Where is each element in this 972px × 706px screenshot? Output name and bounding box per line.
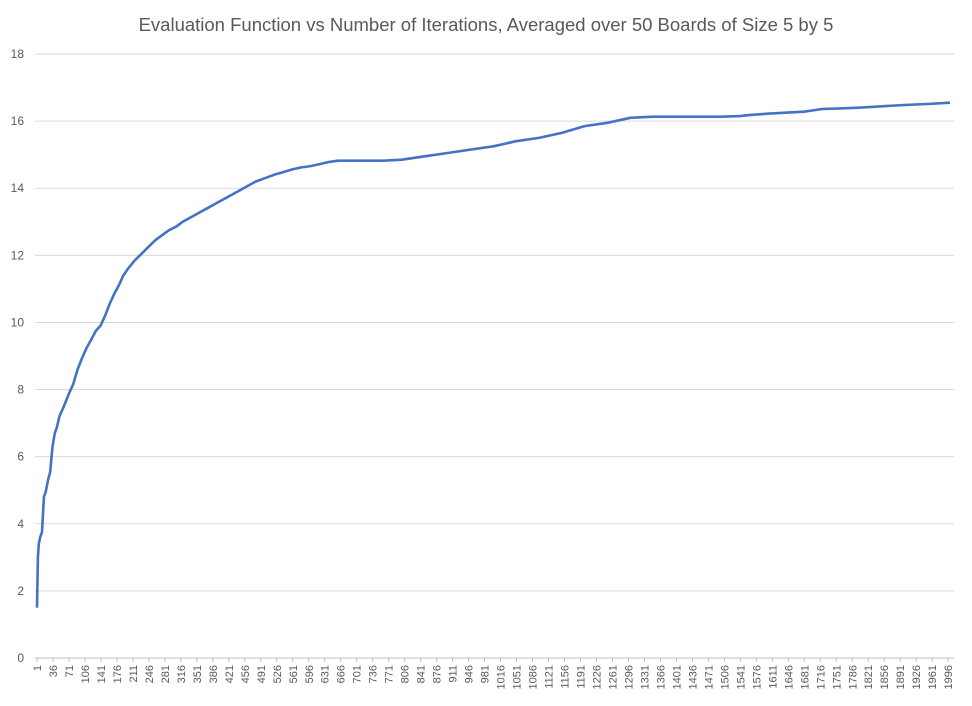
x-tick-label: 1086 xyxy=(528,665,540,689)
x-tick-label: 1121 xyxy=(544,665,556,689)
x-tick-label: 1821 xyxy=(863,665,875,689)
x-tick-label: 1541 xyxy=(735,665,747,689)
x-tick-label: 106 xyxy=(80,665,92,683)
x-tick-label: 1681 xyxy=(799,665,811,689)
x-tick-label: 1646 xyxy=(783,665,795,689)
y-tick-label: 2 xyxy=(17,584,24,598)
x-tick-label: 1016 xyxy=(496,665,508,689)
x-tick-label: 36 xyxy=(48,665,60,677)
x-tick-label: 911 xyxy=(448,665,460,683)
x-tick-label: 981 xyxy=(480,665,492,683)
y-tick-label: 0 xyxy=(17,651,24,665)
y-tick-label: 14 xyxy=(11,181,25,195)
x-tick-label: 281 xyxy=(160,665,172,683)
x-tick-label: 736 xyxy=(368,665,380,683)
x-tick-label: 596 xyxy=(304,665,316,683)
x-tick-label: 421 xyxy=(224,665,236,683)
x-tick-label: 246 xyxy=(144,665,156,683)
x-tick-label: 1191 xyxy=(576,665,588,689)
x-tick-label: 1856 xyxy=(879,665,891,689)
x-tick-label: 1506 xyxy=(719,665,731,689)
x-tick-label: 211 xyxy=(128,665,140,683)
x-tick-label: 1156 xyxy=(560,665,572,689)
x-tick-label: 1926 xyxy=(911,665,923,689)
series-line xyxy=(35,101,951,608)
x-tick-label: 1261 xyxy=(607,665,619,689)
y-tick-label: 6 xyxy=(17,450,24,464)
x-tick-label: 1401 xyxy=(671,665,683,689)
x-tick-label: 1436 xyxy=(687,665,699,689)
x-tick-label: 1 xyxy=(32,665,44,671)
x-tick-label: 1366 xyxy=(655,665,667,689)
x-tick-label: 1296 xyxy=(623,665,635,689)
x-tick-label: 1051 xyxy=(512,665,524,689)
x-tick-label: 1786 xyxy=(847,665,859,689)
x-tick-label: 71 xyxy=(64,665,76,677)
y-tick-label: 10 xyxy=(11,315,25,329)
x-tick-label: 701 xyxy=(352,665,364,683)
x-tick-label: 1471 xyxy=(703,665,715,689)
x-tick-label: 1331 xyxy=(639,665,651,689)
y-tick-label: 18 xyxy=(11,47,25,61)
x-tick-label: 316 xyxy=(176,665,188,683)
x-tick-label: 386 xyxy=(208,665,220,683)
x-tick-label: 666 xyxy=(336,665,348,683)
y-tick-label: 8 xyxy=(17,383,24,397)
y-tick-label: 16 xyxy=(11,114,25,128)
x-tick-label: 1751 xyxy=(831,665,843,689)
x-tick-label: 1226 xyxy=(591,665,603,689)
x-tick-label: 1576 xyxy=(751,665,763,689)
x-tick-label: 526 xyxy=(272,665,284,683)
chart-title: Evaluation Function vs Number of Iterati… xyxy=(138,14,834,35)
x-tick-label: 1961 xyxy=(927,665,939,689)
y-tick-label: 4 xyxy=(17,517,24,531)
x-tick-label: 876 xyxy=(432,665,444,683)
x-tick-label: 806 xyxy=(400,665,412,683)
x-tick-label: 1611 xyxy=(767,665,779,689)
x-tick-label: 1716 xyxy=(815,665,827,689)
x-tick-label: 561 xyxy=(288,665,300,683)
x-tick-label: 176 xyxy=(112,665,124,683)
x-tick-label: 1891 xyxy=(895,665,907,689)
x-tick-label: 841 xyxy=(416,665,428,683)
x-tick-label: 631 xyxy=(320,665,332,683)
x-tick-label: 141 xyxy=(96,665,108,683)
x-tick-label: 771 xyxy=(384,665,396,683)
x-tick-label: 456 xyxy=(240,665,252,683)
x-tick-label: 351 xyxy=(192,665,204,683)
x-tick-label: 1996 xyxy=(943,665,955,689)
y-tick-label: 12 xyxy=(11,248,25,262)
x-tick-label: 946 xyxy=(464,665,476,683)
x-tick-label: 491 xyxy=(256,665,268,683)
